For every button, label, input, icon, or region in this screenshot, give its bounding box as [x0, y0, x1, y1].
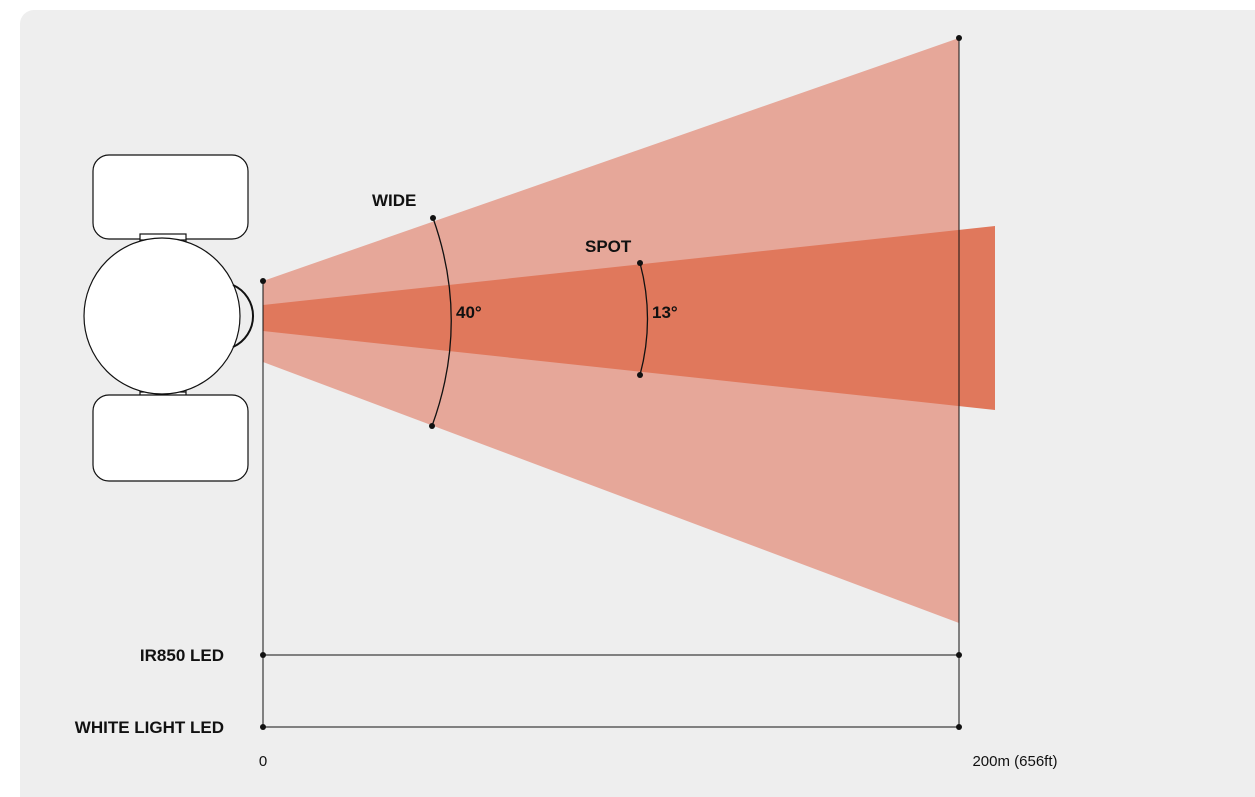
spot-angle-arc: [639, 262, 649, 376]
axis-start-label: 0: [259, 753, 267, 770]
lamp-head: [83, 237, 241, 395]
wide-angle-arc: [431, 217, 452, 427]
wide-angle-label: 40°: [456, 303, 482, 322]
wide-label: WIDE: [372, 191, 416, 210]
lower-housing: [92, 394, 249, 482]
ir850-label: IR850 LED: [140, 646, 224, 665]
spot-beam: [263, 226, 995, 410]
light-unit-top-view-icon: [83, 154, 254, 482]
upper-housing: [92, 154, 249, 240]
white-light-label: WHITE LIGHT LED: [75, 718, 224, 737]
spot-angle-label: 13°: [652, 303, 678, 322]
axis-end-label: 200m (656ft): [972, 753, 1057, 770]
marker-dots: [260, 35, 962, 730]
spot-label: SPOT: [585, 237, 632, 256]
